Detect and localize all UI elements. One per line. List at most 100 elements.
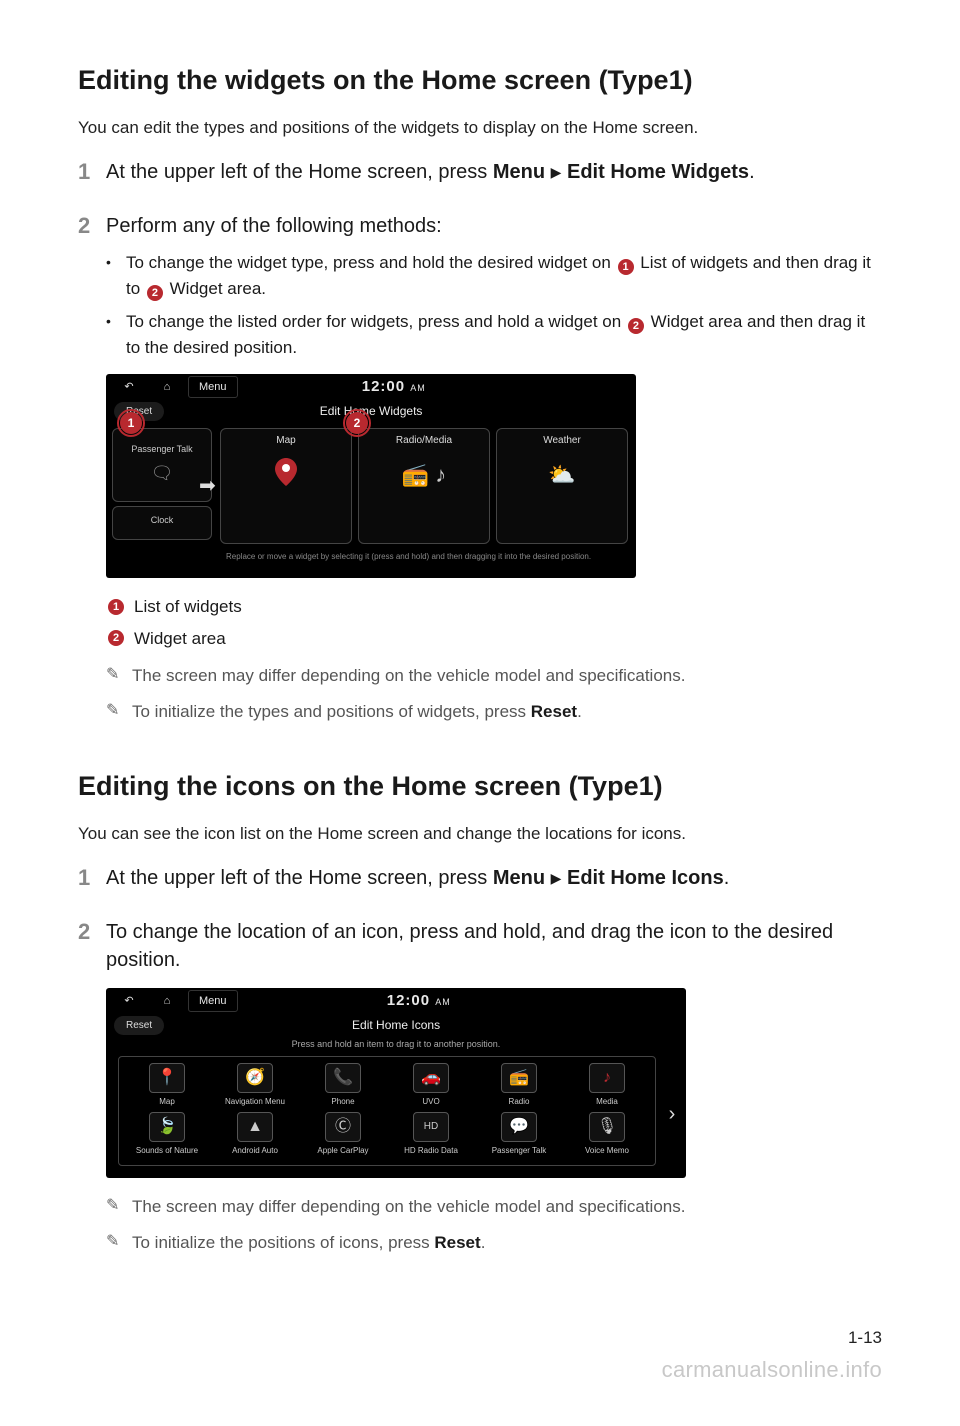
back-icon[interactable]: ↶	[112, 992, 146, 1010]
icon-passenger[interactable]: 💬Passenger Talk	[482, 1112, 556, 1157]
list-item[interactable]: Clock	[112, 506, 212, 540]
clock: 12:00 AM	[242, 376, 546, 399]
bullet-icon: •	[106, 309, 126, 360]
icon-android[interactable]: ▲Android Auto	[218, 1112, 292, 1157]
marker-1: 1	[120, 412, 142, 434]
menu-button[interactable]: Menu	[188, 990, 238, 1013]
step-number: 1	[78, 864, 106, 902]
car-icon: 🚗	[421, 1066, 441, 1090]
music-icon: ♪	[603, 1066, 611, 1090]
section2-steps: 1 At the upper left of the Home screen, …	[78, 864, 882, 1265]
compass-icon: 🧭	[245, 1066, 265, 1090]
screen-title: Edit Home Widgets	[164, 402, 578, 420]
note-text: The screen may differ depending on the v…	[132, 663, 685, 689]
step1-bold1: Menu	[493, 161, 545, 183]
arrow-icon: ▶	[551, 870, 562, 886]
pin-icon: 📍	[157, 1066, 177, 1090]
note-icon: ✎	[106, 663, 132, 689]
widget-card-radio[interactable]: Radio/Media 📻 ♪	[358, 428, 490, 544]
widget-card-map[interactable]: ➡ Map	[220, 428, 352, 544]
badge-1: 1	[618, 259, 634, 275]
step-number: 1	[78, 158, 106, 196]
page-number: 1-13	[78, 1325, 882, 1351]
android-icon: ▲	[247, 1115, 263, 1139]
widget-list: Passenger Talk 🗨 Clock	[112, 428, 212, 544]
legend-label: Widget area	[134, 626, 226, 652]
chat-icon: 💬	[509, 1115, 529, 1139]
icon-carplay[interactable]: ⒸApple CarPlay	[306, 1112, 380, 1157]
home-icon[interactable]: ⌂	[150, 992, 184, 1010]
radio-icon: 📻	[509, 1066, 529, 1090]
icon-sounds[interactable]: 🍃Sounds of Nature	[130, 1112, 204, 1157]
carui-topbar: ↶ ⌂ Menu 12:00 AM	[106, 988, 686, 1014]
note-icon: ✎	[106, 1230, 132, 1256]
arrow-icon: ▶	[551, 164, 562, 180]
back-icon[interactable]: ↶	[112, 378, 146, 396]
bullet1-text: To change the widget type, press and hol…	[126, 250, 882, 301]
step-number: 2	[78, 212, 106, 734]
step2-text: Perform any of the following methods:	[106, 212, 882, 240]
carui-topbar: ↶ ⌂ Menu 12:00 AM	[106, 374, 636, 400]
step2-bullets: • To change the widget type, press and h…	[106, 250, 882, 360]
bullet-icon: •	[106, 250, 126, 301]
carui-subbar: Reset Edit Home Widgets	[106, 400, 636, 422]
icon-map[interactable]: 📍Map	[130, 1063, 204, 1108]
mic-icon: 🎙	[597, 1115, 617, 1139]
legend: 1 List of widgets 2 Widget area	[106, 594, 882, 651]
pin-icon	[275, 458, 297, 495]
icon-uvo[interactable]: 🚗UVO	[394, 1063, 468, 1108]
phone-icon: 📞	[333, 1066, 353, 1090]
chat-icon: 🗨	[151, 460, 174, 487]
badge-2: 2	[147, 285, 163, 301]
legend-label: List of widgets	[134, 594, 242, 620]
screen-title: Edit Home Icons	[164, 1016, 628, 1034]
note-text: The screen may differ depending on the v…	[132, 1194, 685, 1220]
badge-2: 2	[628, 318, 644, 334]
step2-text: To change the location of an icon, press…	[106, 918, 882, 974]
icon-radio[interactable]: 📻Radio	[482, 1063, 556, 1108]
step1-text: At the upper left of the Home screen, pr…	[106, 864, 882, 892]
widget-card-weather[interactable]: Weather ⛅	[496, 428, 628, 544]
reset-button[interactable]: Reset	[114, 1016, 164, 1035]
watermark: carmanualsonline.info	[78, 1353, 882, 1386]
instruction-text: Press and hold an item to drag it to ano…	[106, 1038, 686, 1052]
icon-phone[interactable]: 📞Phone	[306, 1063, 380, 1108]
step1-bold2: Edit Home Widgets	[567, 161, 749, 183]
icon-voice[interactable]: 🎙Voice Memo	[570, 1112, 644, 1157]
carplay-icon: Ⓒ	[335, 1115, 351, 1139]
icon-media[interactable]: ♪Media	[570, 1063, 644, 1108]
note-text: To initialize the types and positions of…	[132, 699, 582, 725]
icon-grid: 📍Map 🧭Navigation Menu 📞Phone 🚗UVO 📻Radio…	[118, 1056, 656, 1166]
step1-post: .	[749, 161, 755, 183]
section1-title: Editing the widgets on the Home screen (…	[78, 60, 882, 101]
icon-nav[interactable]: 🧭Navigation Menu	[218, 1063, 292, 1108]
badge-1: 1	[108, 599, 124, 615]
section1-intro: You can edit the types and positions of …	[78, 115, 882, 141]
hint-text: Replace or move a widget by selecting it…	[106, 548, 636, 568]
note-icon: ✎	[106, 699, 132, 725]
section2-intro: You can see the icon list on the Home sc…	[78, 821, 882, 847]
weather-icon: ⛅	[548, 458, 575, 491]
step1-pre: At the upper left of the Home screen, pr…	[106, 161, 493, 183]
radio-icon: 📻 ♪	[402, 458, 447, 491]
home-icon[interactable]: ⌂	[150, 378, 184, 396]
screenshot-edit-icons: ↶ ⌂ Menu 12:00 AM Reset Edit Home Icons …	[106, 988, 882, 1178]
note-icon: ✎	[106, 1194, 132, 1220]
screenshot-edit-widgets: ↶ ⌂ Menu 12:00 AM Reset Edit Home Widget…	[106, 374, 882, 578]
chevron-right-icon[interactable]: ›	[662, 1099, 682, 1129]
badge-2: 2	[108, 630, 124, 646]
section1-steps: 1 At the upper left of the Home screen, …	[78, 158, 882, 734]
list-item[interactable]: Passenger Talk 🗨	[112, 428, 212, 502]
bullet2-text: To change the listed order for widgets, …	[126, 309, 882, 360]
step1-text: At the upper left of the Home screen, pr…	[106, 158, 882, 186]
leaf-icon: 🍃	[157, 1115, 177, 1139]
note-text: To initialize the positions of icons, pr…	[132, 1230, 485, 1256]
drag-arrow-icon: ➡	[199, 471, 216, 501]
clock: 12:00 AM	[242, 990, 596, 1013]
hd-icon: HD	[424, 1119, 438, 1134]
icon-hdradio[interactable]: HDHD Radio Data	[394, 1112, 468, 1157]
marker-2: 2	[346, 412, 368, 434]
menu-button[interactable]: Menu	[188, 376, 238, 399]
section2-title: Editing the icons on the Home screen (Ty…	[78, 766, 882, 807]
step-number: 2	[78, 918, 106, 1265]
